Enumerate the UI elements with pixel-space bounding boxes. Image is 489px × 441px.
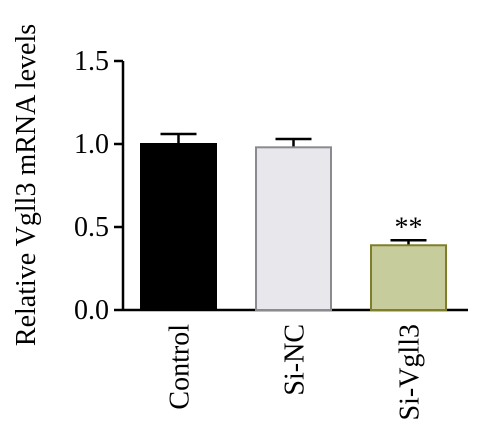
- bars: [140, 132, 447, 311]
- significance-annotation: **: [395, 212, 423, 243]
- labels: 0.0 0.5 1.0 1.5 Relative Vgll3 mRNA levels Co…: [11, 24, 426, 421]
- y-axis-label: Relative Vgll3 mRNA levels: [11, 24, 42, 346]
- y-tick-label: 1.0: [74, 129, 109, 160]
- y-tick-label: 0.0: [74, 295, 109, 326]
- bar-control: [140, 143, 217, 311]
- x-tick-label: Control: [165, 324, 196, 410]
- y-tick-label: 1.5: [74, 46, 109, 77]
- x-tick-label: Si-Vgll3: [395, 324, 426, 420]
- bar-si-nc: [255, 146, 332, 311]
- y-tick-label: 0.5: [74, 212, 109, 243]
- bar-si-vgll3: [370, 244, 447, 311]
- x-tick-label: Si-NC: [280, 324, 311, 396]
